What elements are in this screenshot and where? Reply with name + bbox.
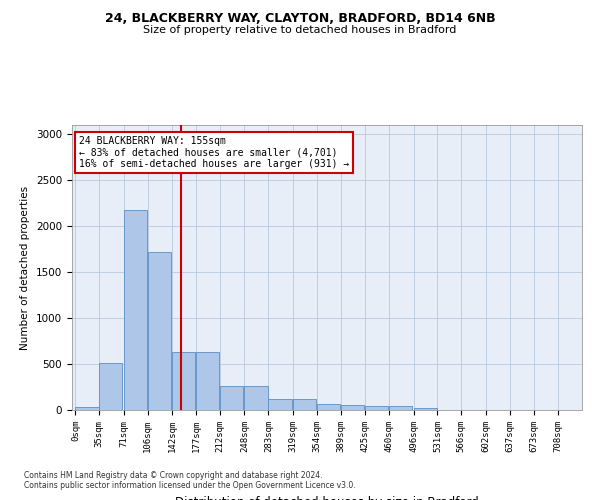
X-axis label: Distribution of detached houses by size in Bradford: Distribution of detached houses by size …: [175, 496, 479, 500]
Text: 24 BLACKBERRY WAY: 155sqm
← 83% of detached houses are smaller (4,701)
16% of se: 24 BLACKBERRY WAY: 155sqm ← 83% of detac…: [79, 136, 349, 169]
Bar: [148, 252, 171, 410]
Bar: [172, 352, 196, 410]
Bar: [196, 352, 219, 410]
Bar: [389, 406, 412, 410]
Bar: [341, 406, 364, 410]
Text: Contains public sector information licensed under the Open Government Licence v3: Contains public sector information licen…: [24, 481, 356, 490]
Bar: [365, 406, 388, 410]
Text: Size of property relative to detached houses in Bradford: Size of property relative to detached ho…: [143, 25, 457, 35]
Bar: [245, 386, 268, 410]
Bar: [124, 210, 147, 410]
Text: 24, BLACKBERRY WAY, CLAYTON, BRADFORD, BD14 6NB: 24, BLACKBERRY WAY, CLAYTON, BRADFORD, B…: [104, 12, 496, 26]
Y-axis label: Number of detached properties: Number of detached properties: [20, 186, 31, 350]
Text: Contains HM Land Registry data © Crown copyright and database right 2024.: Contains HM Land Registry data © Crown c…: [24, 471, 323, 480]
Bar: [413, 408, 437, 410]
Bar: [293, 399, 316, 410]
Bar: [317, 404, 340, 410]
Bar: [268, 399, 292, 410]
Bar: [76, 407, 98, 410]
Bar: [99, 363, 122, 410]
Bar: [220, 386, 243, 410]
